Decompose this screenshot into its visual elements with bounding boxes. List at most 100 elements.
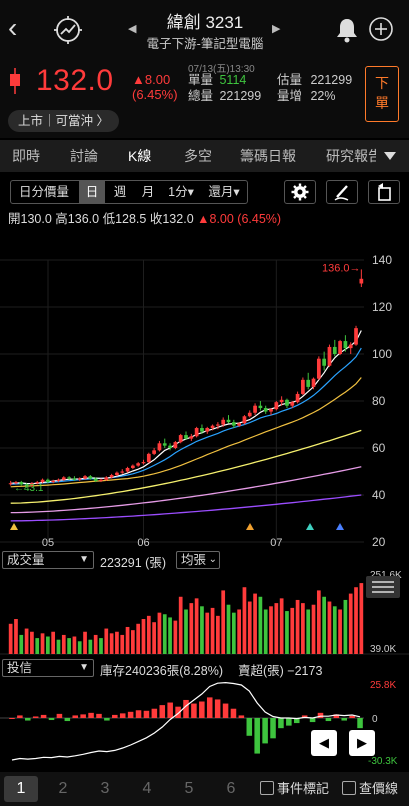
volume-bar	[279, 598, 284, 654]
candle	[327, 344, 332, 367]
chevron-down-icon[interactable]	[382, 150, 398, 162]
candle	[99, 478, 103, 483]
volume-indicator-select[interactable]: 成交量 ▼	[2, 551, 94, 569]
candle	[269, 408, 273, 416]
trust-bar	[17, 715, 23, 718]
volume-bar	[301, 603, 305, 654]
candle	[72, 476, 77, 481]
trust-bar	[40, 714, 47, 718]
candle-body	[216, 424, 220, 426]
kline-chart[interactable]: 140 120 100 80 60 40 20 05 06 07 136.0→ ←43.1	[0, 222, 409, 552]
low-value: 128.5	[115, 212, 147, 226]
candle	[136, 462, 141, 467]
event-mark-checkbox[interactable]: 事件標記	[260, 778, 329, 800]
tab-discussion[interactable]: 討論	[70, 148, 98, 164]
trust-indicator-label: 投信	[7, 661, 33, 675]
bell-icon[interactable]	[334, 16, 360, 44]
page-1[interactable]: 1	[4, 776, 38, 802]
volume-bar	[343, 599, 348, 654]
period-intraday-volume[interactable]: 日分價量	[18, 185, 69, 199]
candle-body	[141, 462, 146, 464]
volume-bar	[83, 631, 87, 654]
scroll-right-button[interactable]: ▶	[349, 730, 375, 756]
back-icon[interactable]: ‹	[8, 12, 18, 43]
candle	[184, 431, 188, 440]
volume-bar	[67, 638, 71, 654]
candle	[8, 480, 13, 486]
candle-body	[104, 477, 109, 480]
volume-bar	[88, 639, 93, 654]
y-tick-label: 120	[372, 300, 392, 314]
period-minute-select[interactable]: 1分▾	[168, 185, 194, 199]
scroll-left-button[interactable]: ◀	[311, 730, 337, 756]
event-mark-label: 事件標記	[277, 781, 330, 796]
volume-bar	[322, 596, 327, 654]
tab-chip-daily[interactable]: 籌碼日報	[240, 148, 296, 164]
rotate-button[interactable]	[368, 180, 400, 204]
volume-bar	[61, 634, 66, 654]
candle	[279, 396, 284, 406]
x-tick-label: 05	[42, 537, 54, 549]
trust-bar	[104, 718, 110, 721]
candle	[205, 426, 210, 434]
volume-bar	[231, 612, 236, 654]
period-month[interactable]: 月	[141, 185, 155, 199]
volume-bar	[93, 634, 98, 654]
price-line-checkbox[interactable]: 查價線	[342, 778, 398, 800]
period-week[interactable]: 週	[113, 185, 127, 199]
candle-body	[93, 478, 98, 481]
candle	[210, 424, 215, 431]
tab-research[interactable]: 研究報告	[326, 148, 376, 164]
candle-body	[343, 341, 348, 349]
prev-stock-arrow[interactable]: ◀	[128, 23, 137, 35]
candle	[109, 473, 114, 479]
market-tag[interactable]: 上市｜可當沖 〉	[8, 110, 119, 132]
page-5[interactable]: 5	[184, 780, 194, 797]
period-day[interactable]: 日	[79, 181, 105, 203]
volume-bar	[311, 604, 316, 654]
candle-body	[109, 475, 114, 478]
candle	[115, 471, 119, 477]
high-value: 136.0	[67, 212, 100, 226]
next-stock-arrow[interactable]: ▶	[272, 23, 281, 35]
est-volume: 221299	[310, 73, 353, 87]
page-4[interactable]: 4	[142, 780, 152, 797]
candle-body	[40, 479, 45, 483]
period-selector: 日分價量 日 週 月 1分▾ 還月▾	[10, 180, 248, 204]
trust-chart[interactable]: 25.8K 0 -30.3K	[0, 676, 409, 766]
candle	[258, 401, 263, 411]
trust-indicator-select[interactable]: 投信 ▼	[2, 659, 94, 677]
trust-bar	[80, 714, 86, 718]
candle-body	[162, 443, 167, 446]
ma10-line	[10, 347, 362, 485]
candle	[30, 482, 34, 487]
volume-chart[interactable]: 251.6K 39.0K	[0, 570, 409, 658]
page-3[interactable]: 3	[100, 780, 110, 797]
tab-realtime[interactable]: 即時	[12, 148, 40, 164]
page-2[interactable]: 2	[58, 780, 68, 797]
volume-bar	[332, 606, 337, 654]
candle	[253, 403, 257, 416]
volume-bar	[157, 612, 162, 654]
settings-button[interactable]	[284, 180, 316, 204]
trend-icon[interactable]	[52, 14, 84, 46]
candle	[168, 443, 172, 451]
tab-bull-bear[interactable]: 多空	[184, 148, 212, 164]
candle	[189, 433, 194, 441]
page-6[interactable]: 6	[226, 780, 236, 797]
candle	[83, 475, 87, 480]
add-icon[interactable]	[368, 16, 394, 42]
volume-bar	[56, 639, 61, 654]
draw-button[interactable]	[326, 180, 358, 204]
content-tabs: 即時 討論 K線 多空 籌碼日報 研究報告	[0, 140, 409, 172]
order-button[interactable]: 下單	[365, 66, 399, 122]
y-tick-label: 80	[372, 394, 386, 408]
adjust-select[interactable]: 還月▾	[208, 185, 240, 199]
unit-volume-label: 單量	[188, 73, 214, 87]
price-change-pct: (6.45%)	[132, 87, 178, 102]
candle-body	[269, 409, 273, 412]
tab-kline[interactable]: K線	[128, 148, 152, 164]
candle-body	[30, 483, 34, 486]
volume-value: 223291 (張)	[100, 556, 167, 570]
volume-mode-select[interactable]: 均張 ⌄	[176, 551, 220, 569]
